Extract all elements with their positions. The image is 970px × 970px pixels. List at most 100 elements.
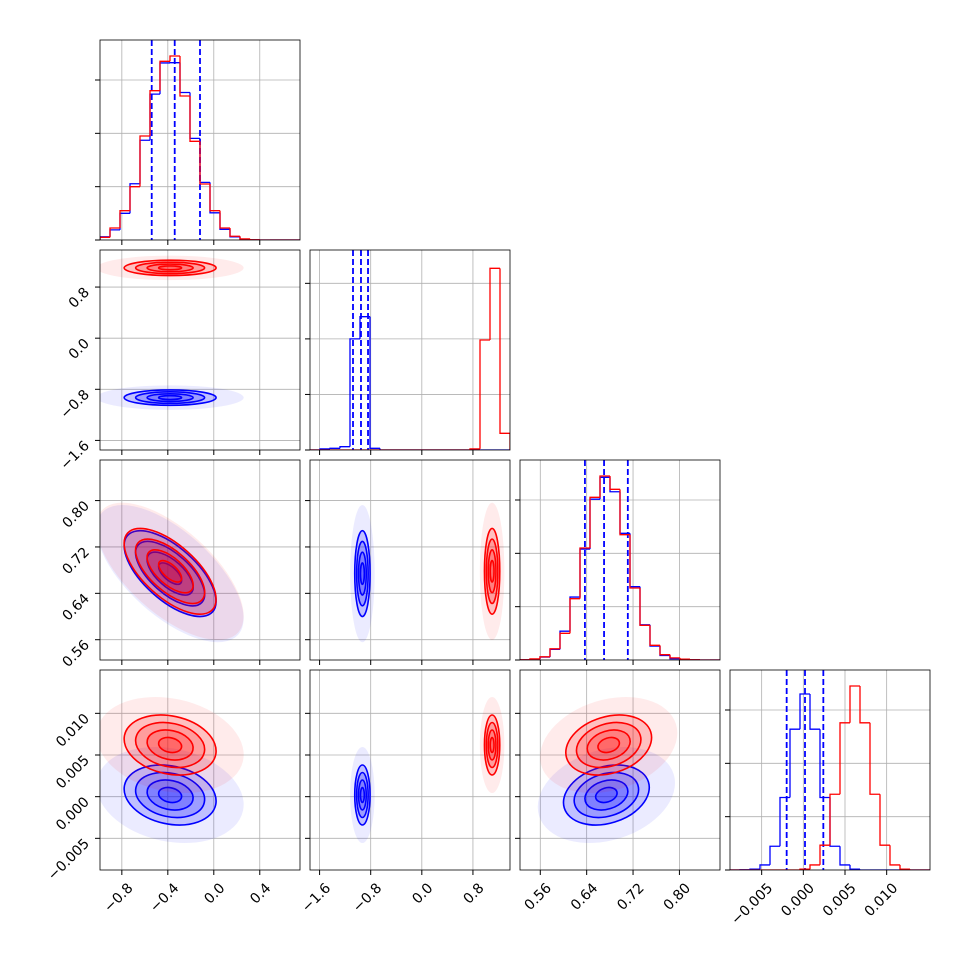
scatter-cloud [100,255,244,281]
x-tick-label: −0.8 [350,880,385,915]
contour [357,551,368,596]
histogram-step [839,846,850,866]
histogram-step [659,645,670,656]
contour [575,721,642,769]
histogram-step [489,267,500,340]
histogram-step [779,796,790,847]
panel [100,250,300,450]
panel [730,670,930,870]
histogram-step [839,722,850,795]
histogram-step [609,476,620,490]
density-fill [147,549,194,593]
histogram-step [589,496,600,548]
histogram-step [359,316,370,339]
x-tick-label: 0.8 [460,880,487,907]
density-fill [147,730,194,761]
histogram-step [379,448,390,450]
y-tick-label: 0.72 [59,544,92,577]
histogram-step [559,632,570,649]
x-tick-label: 0.005 [820,880,860,920]
y-tick-label: 0.64 [59,591,92,624]
histogram-step [239,236,250,240]
density-fill [563,764,650,825]
contour [483,527,501,616]
histogram-step [909,869,920,870]
y-tick-label: 0.010 [53,711,93,751]
density-fill [124,715,217,776]
contour [123,527,217,616]
panel [100,670,300,870]
contour [157,265,183,271]
density-fill [565,714,652,775]
x-tick-label: 0.0 [409,880,436,907]
density-fill [147,780,194,811]
histogram-step [819,844,830,865]
contour [157,394,183,401]
panel-frame [99,669,301,871]
scatter-cloud [100,504,244,643]
contour [134,538,206,605]
density-fill [597,737,620,753]
histogram-step [809,864,820,870]
contour [123,389,217,407]
histogram-step [669,654,680,659]
histogram-step [639,586,650,626]
y-tick-label: 0.8 [66,285,93,312]
histogram-step [849,685,860,723]
contour [487,729,497,761]
histogram-step [369,316,380,449]
histogram-step [199,141,210,185]
contour [123,764,217,826]
panel-frame [519,459,721,661]
histogram-step [899,864,910,870]
y-tick-label: 0.80 [59,498,92,531]
histogram-step [649,625,660,646]
contour [134,391,206,405]
histogram-step [829,797,840,847]
density-fill [595,787,618,803]
histogram-step [799,693,810,730]
histogram-step [549,648,560,658]
histogram-step [109,229,120,237]
density-fill [488,549,496,593]
panel [100,40,300,240]
contour [597,736,621,754]
density-fill [358,780,367,810]
y-tick-label: −0.8 [57,387,92,422]
x-tick-label: 0.000 [778,880,818,920]
histogram-step [849,864,860,870]
x-tick-label: 0.010 [862,880,902,920]
histogram-step [139,135,150,187]
y-tick-label: −0.005 [45,836,93,884]
x-tick-label: 0.56 [522,880,555,913]
density-fill [147,264,194,272]
scatter-cloud [350,747,375,843]
histogram-step [179,62,190,94]
histogram-step [569,596,580,632]
histogram-step [549,648,560,657]
scatter-cloud [100,747,244,844]
histogram-step [759,864,770,870]
density-fill [576,722,641,768]
scatter-cloud [100,697,244,794]
histogram-step [639,588,650,626]
histogram-step [219,210,230,229]
contour [146,549,194,594]
x-tick-label: 0.72 [614,880,647,913]
histogram-step [479,339,490,449]
histogram-step [179,56,190,97]
contour [146,392,194,403]
y-tick-label: 0.005 [53,753,93,793]
contour [146,551,194,596]
histogram-step [649,624,660,647]
histogram-step [569,598,580,634]
y-tick-label: 0.56 [59,637,92,670]
contour [584,779,629,811]
contour [586,729,631,761]
histogram-step [129,186,140,211]
y-tick-label: 0.0 [66,336,93,363]
contour [564,714,653,776]
histogram-step [589,498,600,550]
contour [146,779,194,811]
